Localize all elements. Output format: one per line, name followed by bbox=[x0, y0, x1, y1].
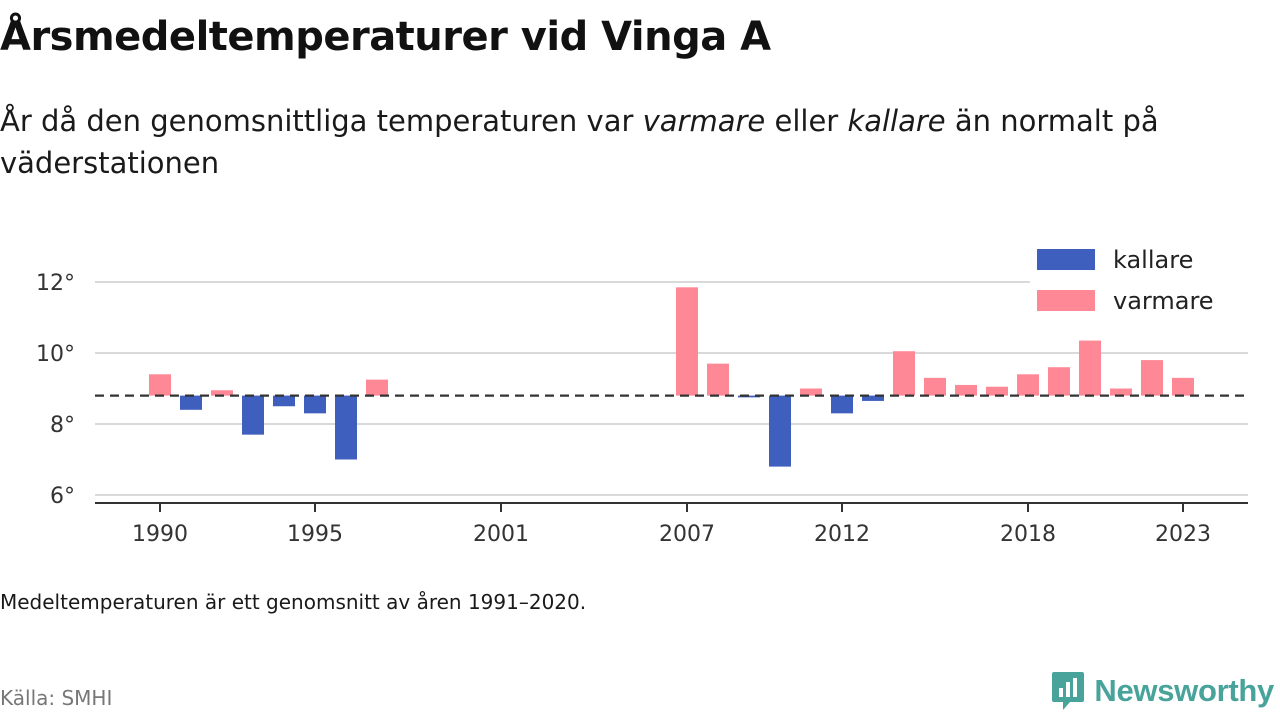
x-tick-label: 1990 bbox=[132, 522, 188, 547]
footnote: Medeltemperaturen är ett genomsnitt av å… bbox=[0, 590, 587, 614]
subtitle-part: eller bbox=[765, 104, 848, 138]
bar-varmare bbox=[986, 386, 1008, 396]
logo-text: Newsworthy bbox=[1094, 673, 1274, 708]
chart-title: Årsmedeltemperaturer vid Vinga A bbox=[0, 14, 771, 60]
bar-varmare bbox=[955, 384, 977, 396]
bar-varmare bbox=[366, 379, 388, 396]
bar-kallare bbox=[304, 395, 326, 414]
subtitle-part: än normalt på väderstationen bbox=[0, 104, 1159, 180]
bar-chart: 6°8°10°12° 1990 1995 2001 2007 2012 2018 2023 … bbox=[36, 244, 1252, 547]
bar-varmare bbox=[1048, 367, 1070, 396]
x-tick-label: 2001 bbox=[473, 522, 529, 547]
bar-varmare bbox=[1017, 374, 1039, 396]
bar-varmare bbox=[1079, 340, 1101, 396]
bar-varmare bbox=[924, 377, 946, 396]
subtitle-emphasis-colder: kallare bbox=[847, 104, 946, 138]
bar-varmare bbox=[800, 388, 822, 396]
bar-varmare bbox=[211, 390, 233, 396]
chart-subtitle: År då den genomsnittliga temperaturen va… bbox=[0, 100, 1270, 184]
bar-varmare bbox=[1172, 377, 1194, 396]
bar-kallare bbox=[180, 395, 202, 410]
newsworthy-logo: Newsworthy bbox=[1050, 670, 1274, 712]
newsworthy-logo-icon bbox=[1052, 672, 1085, 710]
source-credit: Källa: SMHI bbox=[0, 686, 113, 710]
bar-varmare bbox=[707, 363, 729, 396]
x-tick-labels: 1990 1995 2001 2007 2012 2018 2023 bbox=[132, 522, 1211, 547]
subtitle-emphasis-warmer: varmare bbox=[642, 104, 766, 138]
y-tick-labels: 6° 8° 10° 12° bbox=[36, 271, 75, 509]
bars bbox=[149, 287, 1194, 467]
y-tick-label: 12° bbox=[36, 271, 75, 296]
bar-varmare bbox=[149, 374, 171, 396]
x-tick-label: 2023 bbox=[1155, 522, 1211, 547]
legend-swatch-varmare bbox=[1037, 290, 1095, 311]
bar-kallare bbox=[335, 395, 357, 460]
subtitle-part: År då den genomsnittliga temperaturen va… bbox=[0, 104, 643, 138]
bar-kallare bbox=[862, 395, 884, 401]
legend-swatch-kallare bbox=[1037, 249, 1095, 270]
x-tick-label: 1995 bbox=[287, 522, 343, 547]
bar-kallare bbox=[831, 395, 853, 414]
bar-varmare bbox=[893, 351, 915, 396]
bar-kallare bbox=[273, 395, 295, 407]
bar-varmare bbox=[1110, 388, 1132, 396]
x-tick-label: 2007 bbox=[659, 522, 715, 547]
bar-varmare bbox=[676, 287, 698, 396]
bar-varmare bbox=[1141, 360, 1163, 396]
y-tick-label: 8° bbox=[50, 413, 75, 438]
x-tick-label: 2012 bbox=[814, 522, 870, 547]
bar-kallare bbox=[242, 395, 264, 435]
y-tick-label: 6° bbox=[50, 484, 75, 509]
x-tick-label: 2018 bbox=[1000, 522, 1056, 547]
legend: kallare varmare bbox=[1030, 244, 1252, 328]
y-tick-label: 10° bbox=[36, 342, 75, 367]
bar-kallare bbox=[769, 395, 791, 467]
x-axis bbox=[95, 502, 1248, 512]
legend-label-varmare: varmare bbox=[1113, 287, 1214, 315]
legend-label-kallare: kallare bbox=[1113, 246, 1193, 274]
